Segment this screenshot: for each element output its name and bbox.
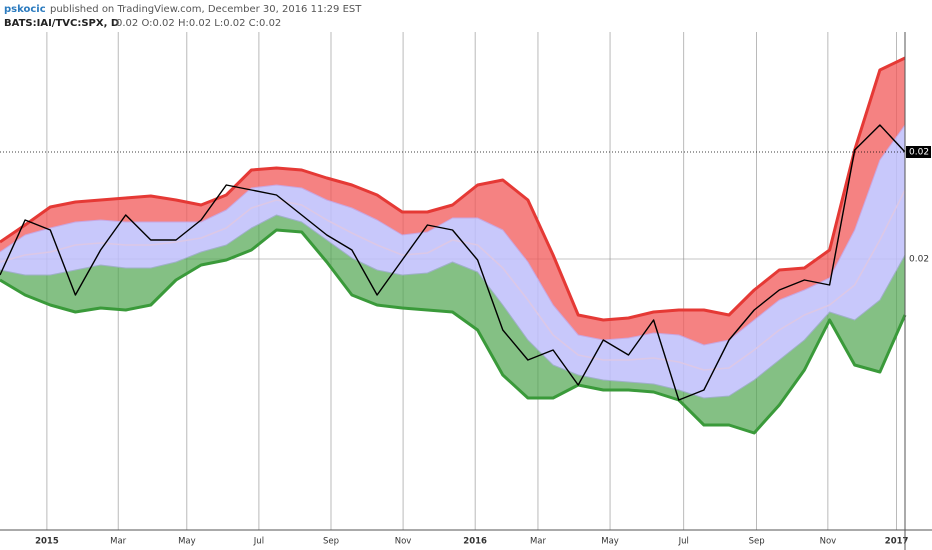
last-value-label: 0.02 — [909, 148, 929, 158]
y-tick-label: 0.02 — [909, 255, 929, 265]
x-tick-label: Sep — [323, 537, 339, 547]
series-line — [0, 124, 906, 346]
series-line — [0, 228, 907, 435]
plot: 2015 Mar May Jul Sep Nov 2016 Mar May Jul Sep Nov 20… — [0, 32, 932, 550]
series-line — [0, 214, 906, 399]
x-tick-label: 2015 — [35, 537, 59, 547]
x-tick-label: Mar — [110, 537, 127, 547]
last-value-box — [906, 146, 931, 158]
x-tick-label: May — [178, 537, 196, 547]
quote: 0.02 O:0.02 H:0.02 L:0.02 C:0.02 — [116, 18, 281, 29]
symbol: BATS:IAI/TVC:SPX, D — [4, 18, 119, 29]
published: published on TradingView.com, December 3… — [50, 4, 362, 15]
x-tick-label: Sep — [749, 537, 765, 547]
author[interactable]: pskocic — [4, 4, 46, 15]
series-line — [0, 124, 906, 401]
series-line — [0, 56, 906, 322]
x-tick-label: Jul — [253, 537, 264, 547]
x-tick-label: May — [601, 537, 619, 547]
x-tick-label: Nov — [820, 537, 837, 547]
x-tick-label: Mar — [530, 537, 547, 547]
x-tick-label: Jul — [678, 537, 689, 547]
series-line — [0, 189, 906, 371]
x-tick-label: Nov — [395, 537, 412, 547]
x-tick-label: 2017 — [885, 537, 909, 547]
band-fill — [0, 125, 905, 398]
x-tick-label: 2016 — [463, 537, 487, 547]
